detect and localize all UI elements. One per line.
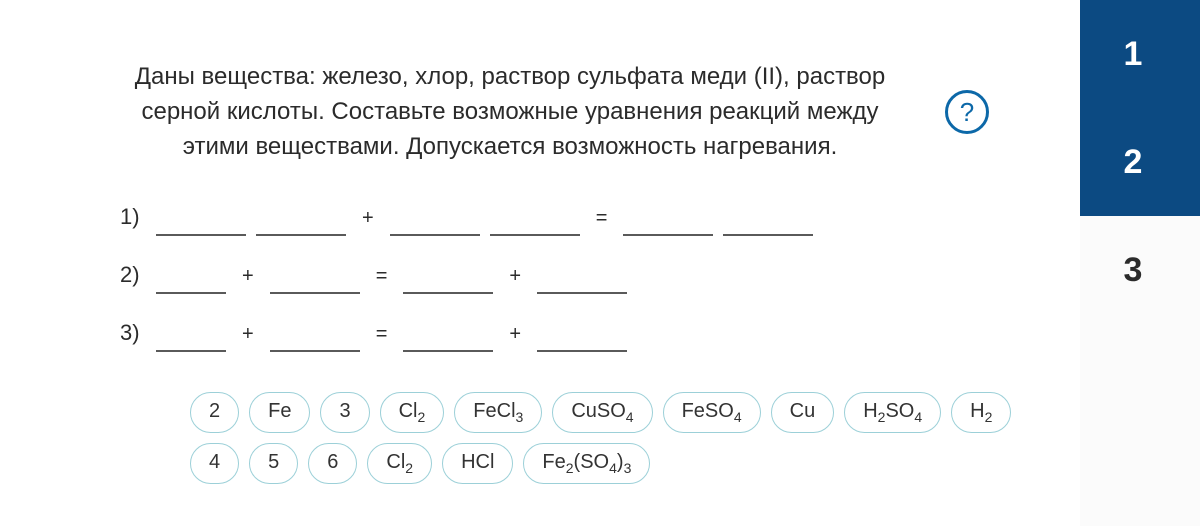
equals-operator: = <box>370 265 394 294</box>
answer-slot[interactable] <box>270 264 360 294</box>
nav-step[interactable]: 2 <box>1080 108 1200 216</box>
answer-chip[interactable]: CuSO4 <box>552 392 652 433</box>
equation-label: 3) <box>120 320 146 352</box>
answer-slot[interactable] <box>403 264 493 294</box>
answer-slot[interactable] <box>623 206 713 236</box>
plus-operator: + <box>236 323 260 352</box>
answer-chip[interactable]: FeSO4 <box>663 392 761 433</box>
answer-chip[interactable]: Fe2(SO4)3 <box>523 443 650 484</box>
answer-slot[interactable] <box>156 264 226 294</box>
prompt-text: Даны вещества: железо, хлор, раствор сул… <box>110 60 910 164</box>
equation-row: 3) + = + <box>120 320 1040 352</box>
answer-chip[interactable]: 5 <box>249 443 298 484</box>
answer-chip[interactable]: 6 <box>308 443 357 484</box>
answer-slot[interactable] <box>256 206 346 236</box>
answer-slot[interactable] <box>537 264 627 294</box>
answer-slot[interactable] <box>156 322 226 352</box>
chip-bank: 2Fe3Cl2FeCl3CuSO4FeSO4CuH2SO4H2456Cl2HCl… <box>190 392 1040 484</box>
equation-row: 1) + = <box>120 204 1040 236</box>
answer-chip[interactable]: FeCl3 <box>454 392 542 433</box>
plus-operator: + <box>236 265 260 294</box>
answer-chip[interactable]: 2 <box>190 392 239 433</box>
nav-step[interactable]: 1 <box>1080 0 1200 108</box>
answer-chip[interactable]: HCl <box>442 443 513 484</box>
plus-operator: + <box>503 323 527 352</box>
plus-operator: + <box>356 207 380 236</box>
equation-label: 2) <box>120 262 146 294</box>
equation-row: 2) + = + <box>120 262 1040 294</box>
answer-slot[interactable] <box>390 206 480 236</box>
question-nav: 123 <box>1080 0 1200 526</box>
answer-chip[interactable]: Cl2 <box>380 392 445 433</box>
answer-chip[interactable]: 4 <box>190 443 239 484</box>
answer-slot[interactable] <box>537 322 627 352</box>
equals-operator: = <box>590 207 614 236</box>
answer-chip[interactable]: Cu <box>771 392 835 433</box>
equation-list: 1) + = 2) + = +3) + = + <box>120 204 1040 352</box>
answer-slot[interactable] <box>403 322 493 352</box>
answer-chip[interactable]: Fe <box>249 392 310 433</box>
nav-step[interactable]: 3 <box>1080 216 1200 324</box>
question-area: Даны вещества: железо, хлор, раствор сул… <box>0 0 1080 526</box>
answer-slot[interactable] <box>490 206 580 236</box>
answer-slot[interactable] <box>270 322 360 352</box>
answer-chip[interactable]: H2 <box>951 392 1011 433</box>
equation-label: 1) <box>120 204 146 236</box>
equals-operator: = <box>370 323 394 352</box>
answer-chip[interactable]: Cl2 <box>367 443 432 484</box>
answer-slot[interactable] <box>723 206 813 236</box>
answer-chip[interactable]: H2SO4 <box>844 392 941 433</box>
answer-chip[interactable]: 3 <box>320 392 369 433</box>
answer-slot[interactable] <box>156 206 246 236</box>
plus-operator: + <box>503 265 527 294</box>
help-button[interactable]: ? <box>945 90 989 134</box>
